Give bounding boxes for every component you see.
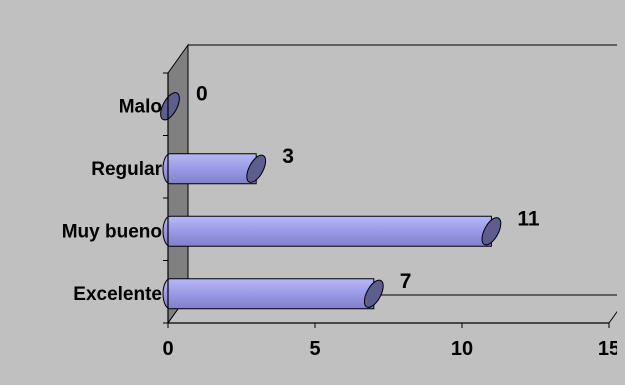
- data-label-3: 7: [400, 270, 412, 293]
- data-label-2: 11: [517, 207, 540, 230]
- x-tick-label-3: 15: [598, 338, 617, 360]
- data-label-0: 0: [196, 82, 208, 105]
- bar-2: [162, 215, 492, 247]
- bar-3: [162, 278, 375, 310]
- bar-cap-2: [481, 217, 502, 246]
- bar-cap-0: [160, 92, 180, 121]
- bar-cap-1: [246, 154, 267, 183]
- x-tick-label-0: 0: [162, 338, 173, 360]
- category-label-2: Muy bueno: [62, 221, 162, 242]
- bar-chart: Malo 0 Regular 3 Muy bueno 11 Excelente 7 0 5 10 15: [7, 9, 617, 379]
- category-label-0: Malo: [119, 96, 162, 117]
- bar-1: [162, 153, 257, 185]
- x-tick-label-1: 5: [309, 338, 320, 360]
- bar-cap-3: [363, 279, 384, 308]
- category-label-3: Excelente: [73, 284, 162, 305]
- x-tick-label-2: 10: [451, 338, 473, 360]
- chart-canvas: Malo 0 Regular 3 Muy bueno 11 Excelente 7 0 5 10 15: [62, 43, 617, 360]
- data-label-1: 3: [282, 145, 294, 168]
- category-label-1: Regular: [91, 159, 162, 180]
